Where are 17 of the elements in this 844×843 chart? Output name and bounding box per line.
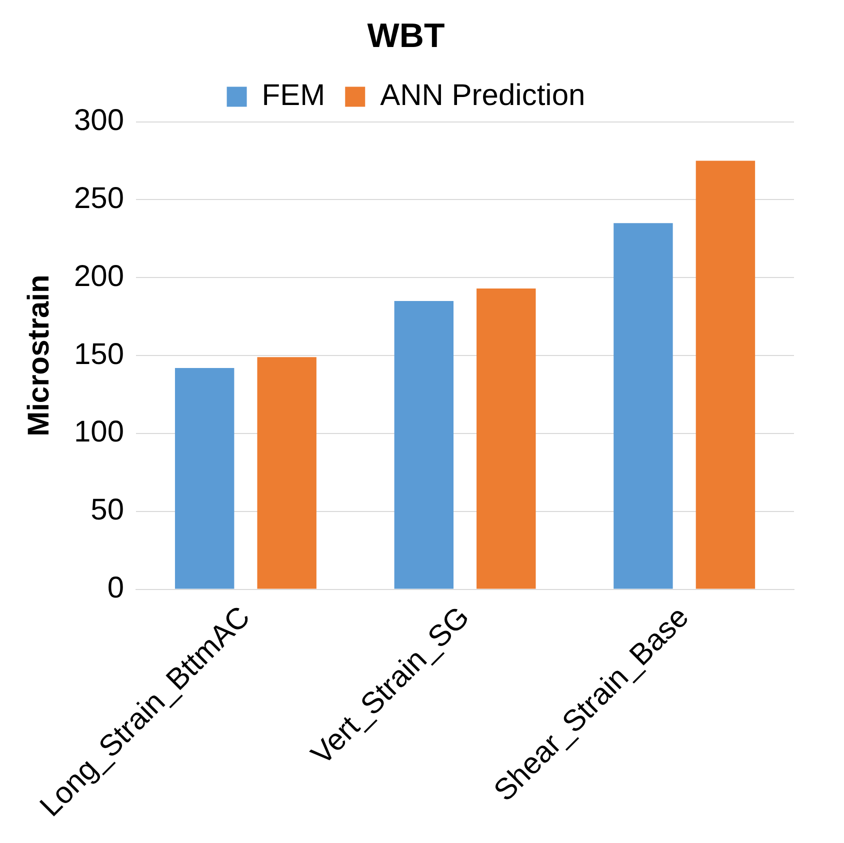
y-tick-label: 250 xyxy=(74,182,124,215)
y-tick-label: 300 xyxy=(74,104,124,138)
legend-label: FEM xyxy=(262,79,326,112)
bar xyxy=(476,288,536,589)
y-tick-label: 0 xyxy=(107,572,124,605)
y-tick-label: 200 xyxy=(74,260,124,293)
y-tick-label: 150 xyxy=(74,338,124,371)
y-axis-title: Microstrain xyxy=(22,274,56,436)
legend-label: ANN Prediction xyxy=(380,79,586,112)
bar xyxy=(174,368,234,589)
bar xyxy=(257,357,316,589)
chart-title: WBT xyxy=(367,16,445,55)
y-tick-label: 50 xyxy=(90,494,124,527)
bar xyxy=(614,223,673,589)
bar xyxy=(394,300,454,589)
y-tick-label: 100 xyxy=(74,416,124,449)
bar xyxy=(696,160,756,589)
